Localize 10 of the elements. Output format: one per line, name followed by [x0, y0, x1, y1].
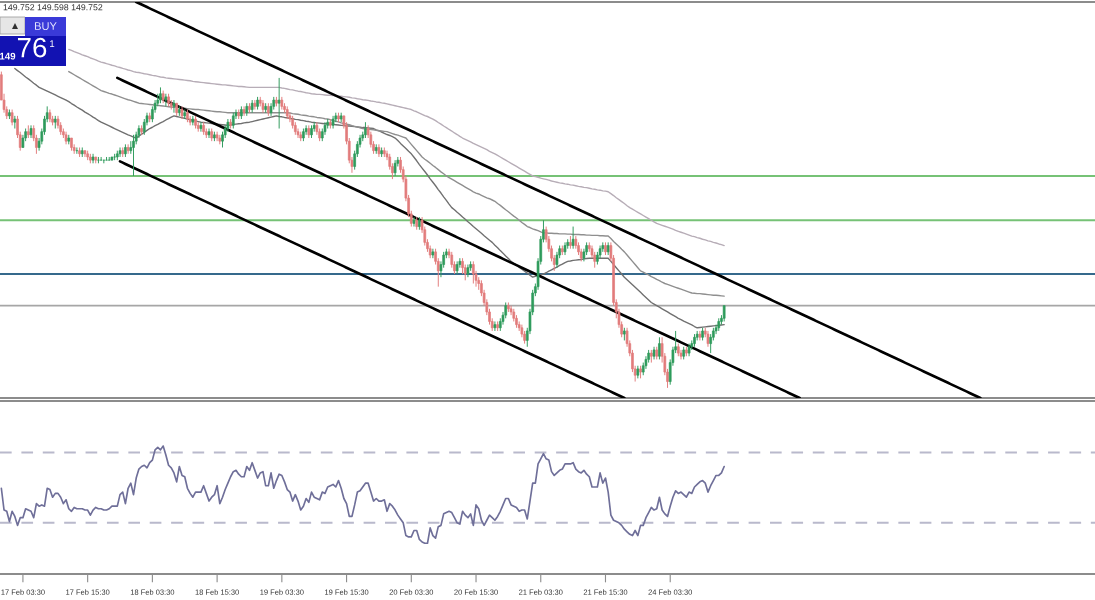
text: 1 [50, 40, 55, 48]
text: BUY [34, 22, 57, 30]
text: 149.752 149.598 149.752 [3, 4, 103, 11]
candlestick [83, 150, 87, 158]
candlestick [126, 143, 130, 155]
text: 76 [17, 37, 47, 58]
text: 149 [0, 52, 16, 60]
candlestick [253, 99, 257, 111]
candlestick [242, 105, 246, 117]
candlestick [99, 156, 103, 161]
